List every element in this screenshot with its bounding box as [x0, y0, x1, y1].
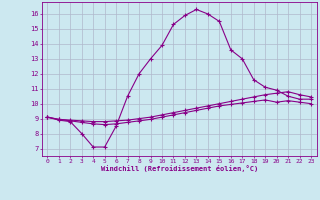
X-axis label: Windchill (Refroidissement éolien,°C): Windchill (Refroidissement éolien,°C) [100, 165, 258, 172]
